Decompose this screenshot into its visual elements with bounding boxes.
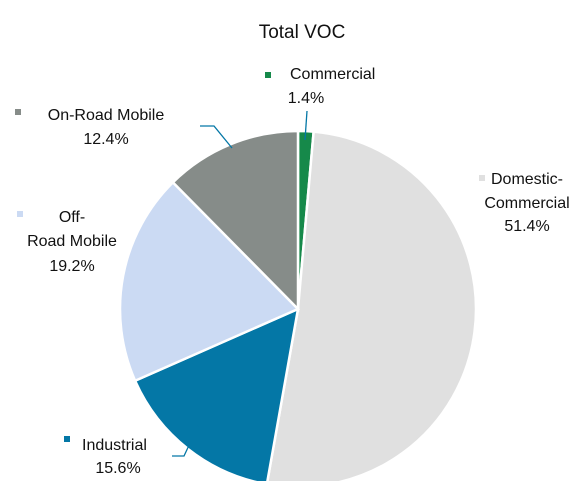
category-label: Commercial <box>290 66 375 83</box>
value-label: 12.4% <box>83 131 128 148</box>
legend-marker <box>15 109 21 115</box>
category-label: Industrial <box>82 437 147 454</box>
slices <box>118 129 478 481</box>
value-label: 15.6% <box>95 460 140 477</box>
leader-line <box>304 110 308 141</box>
category-label: On-Road Mobile <box>48 107 165 124</box>
leader-line <box>172 425 199 457</box>
category-label: Off-Road Mobile <box>27 209 117 250</box>
legend-marker <box>479 175 485 181</box>
legend-marker <box>265 72 271 78</box>
category-label: Domestic-Commercial <box>484 171 569 212</box>
value-label: 19.2% <box>49 258 94 275</box>
pie-slice <box>118 180 301 383</box>
leader-line <box>200 125 233 149</box>
legend-marker <box>17 211 23 217</box>
value-label: 51.4% <box>504 218 549 235</box>
pie-slice <box>133 306 300 481</box>
value-label: 1.4% <box>288 90 324 107</box>
legend-marker <box>64 436 70 442</box>
chart-title: Total VOC <box>259 22 346 43</box>
pie-slice <box>266 130 478 481</box>
pie-slice <box>171 129 300 313</box>
